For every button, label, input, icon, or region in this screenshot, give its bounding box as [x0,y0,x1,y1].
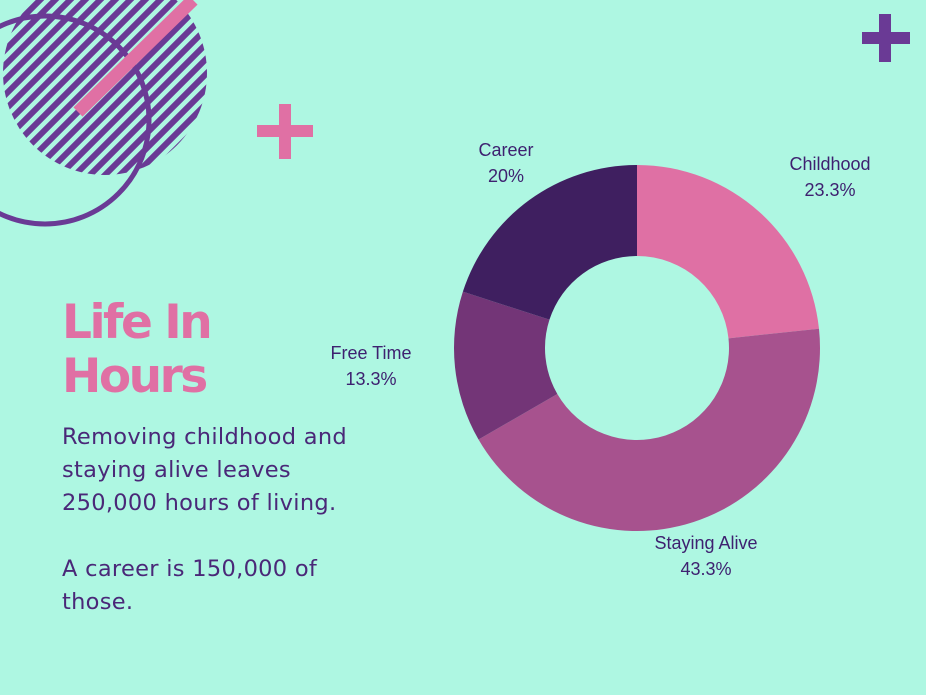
decoration-stripe [3,0,198,175]
description-paragraph-1: Removing childhood and staying alive lea… [62,424,347,516]
slice-percent-label: 13.3% [345,369,396,389]
decoration-stripe [3,0,183,175]
decoration-stripe [17,0,207,175]
slice-label: Childhood [789,154,870,174]
slice-label: Career [478,140,533,160]
description-text: Removing childhood and staying alive lea… [62,421,362,652]
decoration-stripe [3,0,207,175]
decoration-stripe [3,0,207,175]
slice-label: Staying Alive [654,533,757,553]
slice-label: Free Time [330,343,411,363]
decoration-stripe [3,0,207,175]
decoration-stripe [3,0,207,175]
donut-slice-career [462,165,637,320]
donut-slice-free-time [453,291,558,440]
title-line-1: Life In [62,295,213,350]
title-line-2: Hours [62,349,208,404]
decoration-stripe [3,0,207,175]
outline-ring-decoration [0,13,152,227]
decoration-stripe [3,0,207,175]
decoration-stripe [3,0,207,175]
slice-percent-label: 20% [488,166,524,186]
decoration-stripe [3,0,207,175]
page-title: Life In Hours [62,296,362,404]
donut-slice-childhood [637,165,819,339]
slice-percent-label: 43.3% [680,559,731,579]
pink-slash-decoration [73,0,198,117]
decoration-stripe [32,0,207,175]
purple-plus-icon [862,14,910,62]
pink-plus-icon [257,104,313,159]
slice-percent-label: 23.3% [804,180,855,200]
donut-slice-staying-alive [478,328,820,531]
description-paragraph-2: A career is 150,000 of those. [62,556,318,615]
